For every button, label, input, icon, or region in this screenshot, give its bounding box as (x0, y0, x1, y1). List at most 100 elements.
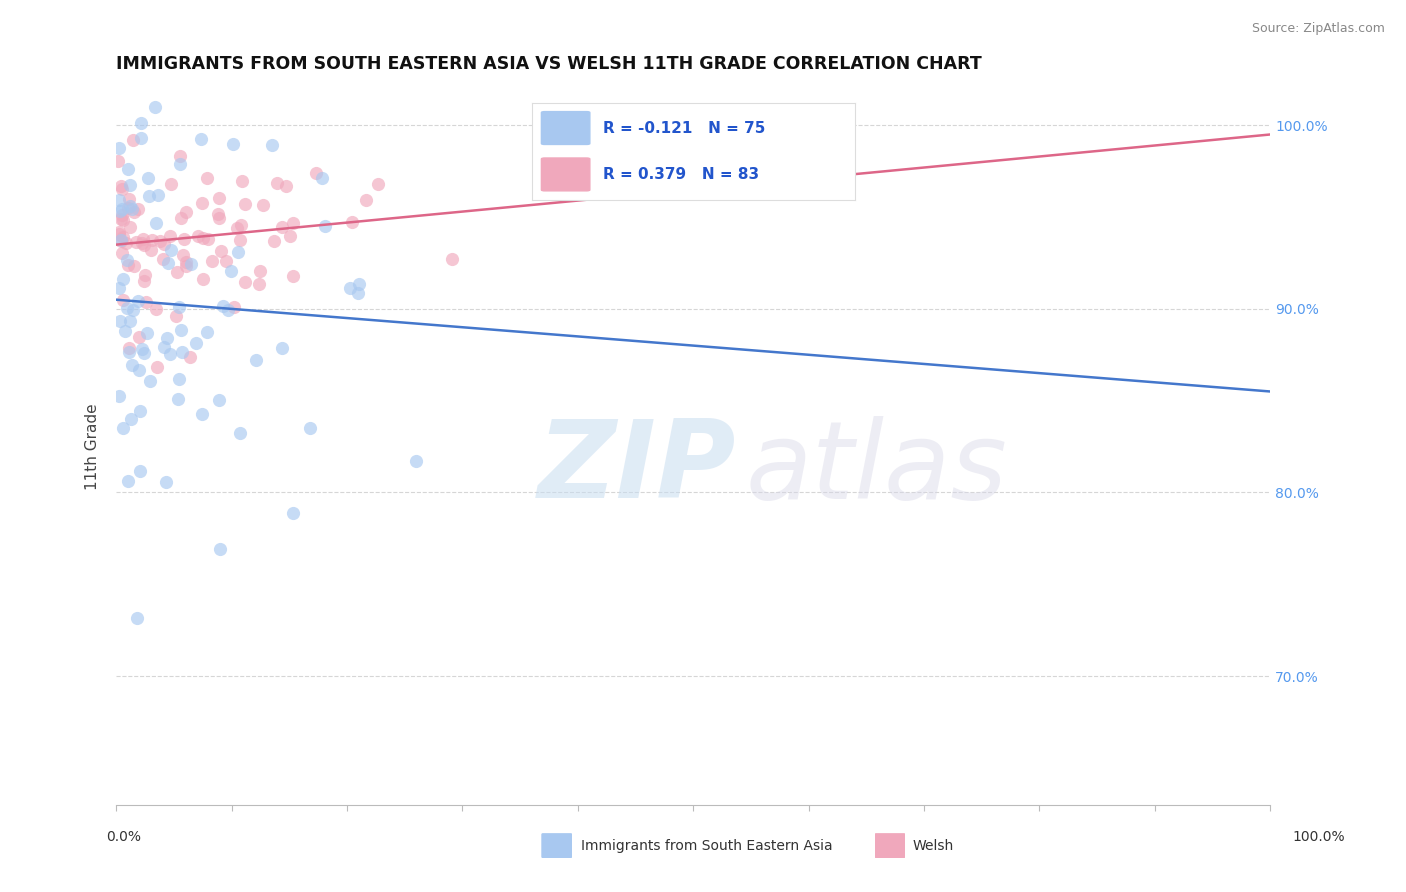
Point (228, 245, 250, 260)
Point (135, 326, 157, 340)
Point (299, 420, 322, 434)
Point (281, 507, 304, 521)
Point (107, 225, 129, 239)
Point (187, 228, 209, 243)
Point (197, 231, 219, 245)
Point (224, 300, 246, 314)
Point (111, 208, 134, 222)
Point (155, 475, 177, 489)
Point (340, 215, 363, 229)
Point (111, 202, 134, 216)
Point (120, 220, 142, 235)
Point (129, 404, 152, 418)
Point (197, 325, 219, 339)
Point (107, 154, 129, 169)
Point (110, 314, 132, 328)
Point (311, 170, 333, 185)
Point (120, 178, 142, 192)
Point (114, 324, 136, 338)
Point (134, 274, 156, 288)
Point (231, 218, 253, 232)
Point (271, 341, 294, 355)
Point (108, 281, 131, 295)
Point (191, 272, 214, 286)
Point (179, 350, 201, 364)
Point (173, 232, 195, 246)
Point (441, 252, 464, 267)
Point (110, 234, 132, 248)
Point (107, 194, 129, 208)
Point (131, 342, 153, 356)
Point (111, 421, 134, 435)
Point (169, 157, 191, 171)
Point (118, 342, 141, 356)
Point (170, 211, 193, 226)
Point (208, 393, 231, 408)
Point (128, 363, 150, 377)
Point (354, 193, 377, 207)
Point (184, 335, 207, 350)
Point (152, 252, 174, 267)
Point (110, 178, 132, 193)
Point (108, 227, 131, 241)
Point (112, 213, 135, 227)
Point (193, 230, 215, 244)
Point (190, 196, 212, 211)
Point (145, 100, 167, 114)
Point (170, 345, 193, 359)
Point (122, 133, 145, 147)
Point (222, 136, 245, 151)
Point (209, 244, 232, 258)
Point (229, 233, 252, 247)
Point (274, 179, 297, 194)
Point (131, 131, 153, 145)
Point (208, 542, 231, 557)
Point (117, 162, 139, 177)
Point (146, 359, 169, 374)
Point (115, 301, 138, 315)
Point (305, 166, 328, 180)
Point (120, 313, 142, 327)
Point (233, 275, 256, 289)
Text: Source: ZipAtlas.com: Source: ZipAtlas.com (1251, 22, 1385, 36)
Point (111, 246, 134, 260)
Point (134, 268, 156, 282)
Point (190, 132, 212, 146)
Point (217, 302, 239, 317)
Point (247, 277, 270, 291)
Text: atlas: atlas (745, 416, 1007, 521)
Point (136, 170, 159, 185)
Point (134, 238, 156, 252)
Point (207, 211, 229, 225)
Point (141, 244, 163, 258)
Point (281, 268, 304, 283)
Point (132, 346, 155, 360)
FancyBboxPatch shape (541, 833, 572, 858)
Point (226, 221, 249, 235)
Point (170, 323, 193, 337)
Point (131, 116, 153, 130)
Point (231, 174, 253, 188)
Point (149, 234, 172, 248)
Point (207, 207, 229, 221)
Point (249, 264, 271, 278)
Point (117, 258, 139, 272)
Point (129, 464, 152, 478)
Point (115, 252, 138, 267)
Point (118, 344, 141, 359)
Point (127, 293, 149, 308)
Point (127, 202, 149, 216)
Point (120, 199, 142, 213)
Point (125, 235, 148, 249)
Point (174, 260, 197, 274)
Point (314, 219, 336, 234)
Point (138, 188, 160, 202)
Point (278, 228, 301, 243)
Point (159, 229, 181, 244)
Text: Welsh: Welsh (912, 838, 953, 853)
Point (176, 254, 198, 268)
Point (169, 300, 191, 314)
Point (156, 331, 179, 345)
Point (108, 204, 131, 219)
Text: ZIP: ZIP (537, 415, 735, 521)
